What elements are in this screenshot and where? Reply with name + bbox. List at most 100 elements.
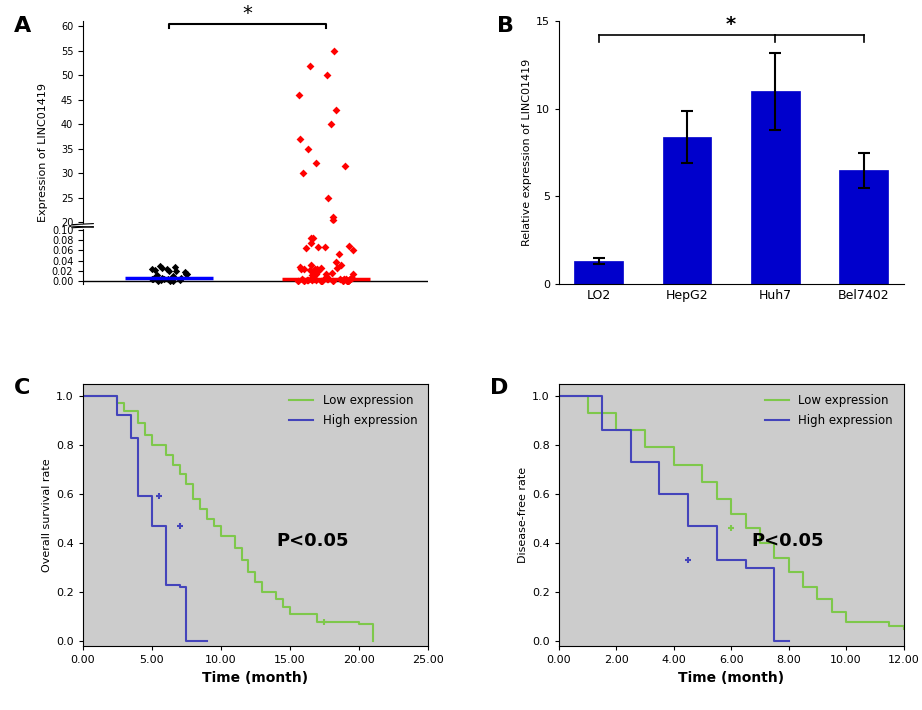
Y-axis label: Relative expression of LINC01419: Relative expression of LINC01419 [522, 59, 532, 246]
Point [339, 273, 354, 285]
Point [328, 256, 343, 268]
Point [162, 275, 177, 287]
Point [311, 242, 325, 253]
Point [150, 275, 165, 287]
Bar [83, 224, 428, 228]
Line: High expression: High expression [83, 396, 207, 641]
Point [177, 267, 192, 278]
High expression [195, 637, 206, 645]
Point [344, 272, 359, 283]
Point [308, 274, 323, 285]
High expression [597, 426, 608, 435]
Point [300, 274, 314, 285]
High expression [711, 556, 722, 564]
High expression [77, 392, 89, 400]
Legend: Low expression, High expression: Low expression, High expression [761, 390, 898, 432]
Point [318, 241, 333, 253]
High expression [147, 492, 158, 501]
Low expression [869, 617, 881, 626]
Point [340, 275, 355, 286]
Point [320, 271, 335, 283]
Low expression [841, 617, 852, 626]
Point [325, 267, 339, 278]
Point [166, 270, 181, 281]
Low expression [769, 539, 780, 547]
Point [311, 265, 325, 276]
Low expression [553, 392, 564, 400]
Point [319, 273, 334, 284]
High expression [112, 392, 123, 400]
High expression [195, 637, 206, 645]
Point [154, 275, 169, 286]
High expression [181, 583, 192, 591]
Low expression [711, 477, 722, 486]
Low expression [668, 460, 680, 469]
Point [330, 262, 345, 273]
Point [310, 263, 325, 275]
Low expression [898, 625, 909, 633]
Low expression [883, 622, 894, 630]
Point [153, 260, 168, 271]
Point [318, 269, 333, 280]
Point [319, 70, 334, 81]
Point [145, 273, 160, 285]
Line: Low expression: Low expression [559, 396, 904, 629]
Text: P<0.05: P<0.05 [276, 532, 349, 550]
Text: A: A [14, 16, 31, 36]
X-axis label: Time (month): Time (month) [678, 671, 785, 684]
High expression [160, 581, 171, 589]
High expression [553, 392, 564, 400]
Low expression [783, 568, 794, 577]
Point [169, 266, 183, 277]
Point [341, 275, 356, 286]
Low expression [711, 495, 722, 503]
Point [144, 263, 159, 275]
Point [337, 273, 351, 285]
Bar [839, 170, 888, 284]
High expression [133, 492, 144, 501]
High expression [769, 563, 780, 572]
Point [297, 275, 312, 287]
High expression [625, 458, 636, 466]
Low expression [256, 578, 267, 586]
Bar [574, 261, 623, 284]
Low expression [610, 409, 621, 417]
High expression [711, 522, 722, 530]
Point [314, 275, 329, 287]
Bar [663, 137, 711, 284]
High expression [783, 637, 794, 645]
Point [291, 89, 306, 101]
Low expression [582, 392, 593, 400]
High expression [740, 563, 751, 572]
Point [345, 269, 360, 280]
Low expression [640, 426, 651, 435]
Point [302, 264, 317, 275]
Point [293, 264, 308, 275]
Low expression [841, 608, 852, 616]
High expression [682, 522, 693, 530]
Point [297, 263, 312, 275]
Point [303, 273, 318, 285]
Point [346, 245, 361, 256]
Point [331, 248, 346, 260]
Low expression [826, 595, 837, 604]
Low expression [783, 554, 794, 562]
Point [333, 273, 348, 285]
Legend: Low expression, High expression: Low expression, High expression [285, 390, 422, 432]
Low expression [181, 470, 192, 479]
Point [160, 264, 174, 275]
Low expression [582, 409, 593, 417]
High expression [125, 411, 136, 420]
Point [341, 274, 356, 285]
Low expression [353, 620, 364, 628]
Point [326, 45, 341, 57]
Point [301, 143, 315, 154]
Point [321, 192, 336, 203]
Point [304, 232, 319, 244]
High expression [654, 458, 665, 466]
Text: P<0.05: P<0.05 [751, 532, 824, 550]
Text: D: D [490, 378, 508, 398]
Point [341, 240, 356, 251]
Point [326, 214, 341, 225]
Low expression [668, 443, 680, 452]
